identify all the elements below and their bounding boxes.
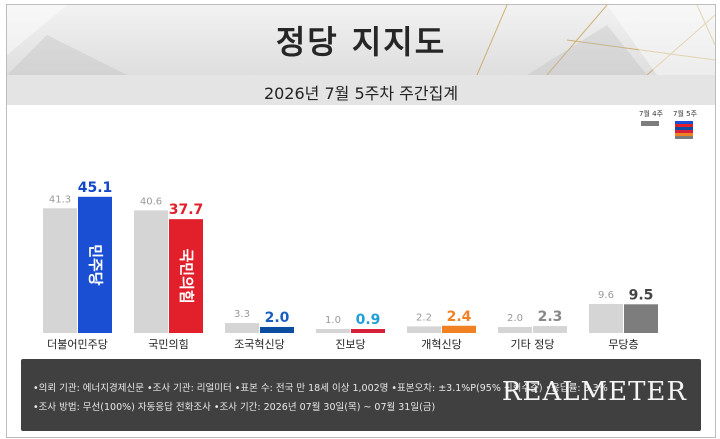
bar-prev-6: [589, 304, 623, 333]
category-label-2: 조국혁신당: [234, 338, 285, 351]
category-label-6: 무당층: [608, 338, 638, 351]
bar-prev-0: [43, 208, 77, 333]
footer-panel: •의뢰 기관: 에너지경제신문 •조사 기관: 리얼미터 •표본 수: 전국 만…: [21, 359, 701, 431]
label-curr-4: 2.4: [447, 309, 472, 325]
bar-prev-4: [407, 326, 441, 333]
label-prev-2: 3.3: [234, 309, 250, 320]
header-decoration: [7, 5, 715, 75]
category-label-1: 국민의힘: [148, 338, 188, 351]
bar-prev-3: [316, 329, 350, 333]
bar-curr-4: [442, 325, 476, 333]
category-label-3: 진보당: [335, 338, 365, 351]
brand-logo: REALMETER: [501, 377, 687, 407]
label-prev-5: 2.0: [507, 313, 523, 324]
party-logo-0: 민주당: [87, 244, 105, 286]
bar-prev-2: [225, 323, 259, 333]
subtitle: 2026년 7월 5주차 주간집계: [263, 84, 459, 103]
bar-curr-3: [351, 329, 385, 333]
bar-prev-1: [134, 210, 168, 333]
category-label-0: 더불어민주당: [47, 338, 108, 351]
legend-curr-swatch: [675, 121, 693, 139]
label-curr-2: 2.0: [265, 310, 290, 326]
bar-curr-0: [78, 196, 112, 333]
label-curr-1: 37.7: [169, 202, 204, 218]
footer-line-1: •의뢰 기관: 에너지경제신문 •조사 기관: 리얼미터 •표본 수: 전국 만…: [33, 383, 608, 394]
label-curr-0: 45.1: [78, 180, 113, 196]
label-prev-0: 41.3: [49, 194, 71, 205]
bar-curr-5: [533, 326, 567, 333]
label-prev-6: 9.6: [598, 290, 614, 301]
bar-curr-6: [624, 304, 658, 333]
legend-prev-swatch: [641, 121, 659, 126]
party-logo-1: 국민의힘: [178, 248, 196, 303]
category-label-4: 개혁신당: [421, 338, 461, 351]
bar-prev-5: [498, 326, 532, 333]
legend-curr-label: 7월 5주: [673, 110, 698, 118]
infographic-frame: 정당 지지도 2026년 7월 5주차 주간집계 7월 4주 7월 5주 41.…: [6, 4, 716, 438]
label-prev-1: 40.6: [140, 196, 162, 207]
bar-curr-2: [260, 326, 294, 333]
legend-prev-label: 7월 4주: [639, 110, 664, 118]
header-banner: 정당 지지도: [7, 5, 715, 75]
legend: 7월 4주 7월 5주: [635, 109, 701, 149]
page-title: 정당 지지도: [275, 23, 447, 61]
label-prev-4: 2.2: [416, 312, 432, 323]
label-prev-3: 1.0: [325, 315, 341, 326]
label-curr-3: 0.9: [356, 312, 381, 328]
footer-line-2: •조사 방법: 무선(100%) 자동응답 전화조사 •조사 기간: 2026년…: [33, 402, 436, 413]
label-curr-5: 2.3: [538, 309, 563, 325]
subtitle-bar: 2026년 7월 5주차 주간집계: [7, 75, 715, 105]
category-label-5: 기타 정당: [511, 338, 555, 351]
label-curr-6: 9.5: [629, 287, 654, 303]
bar-curr-1: [169, 219, 203, 333]
